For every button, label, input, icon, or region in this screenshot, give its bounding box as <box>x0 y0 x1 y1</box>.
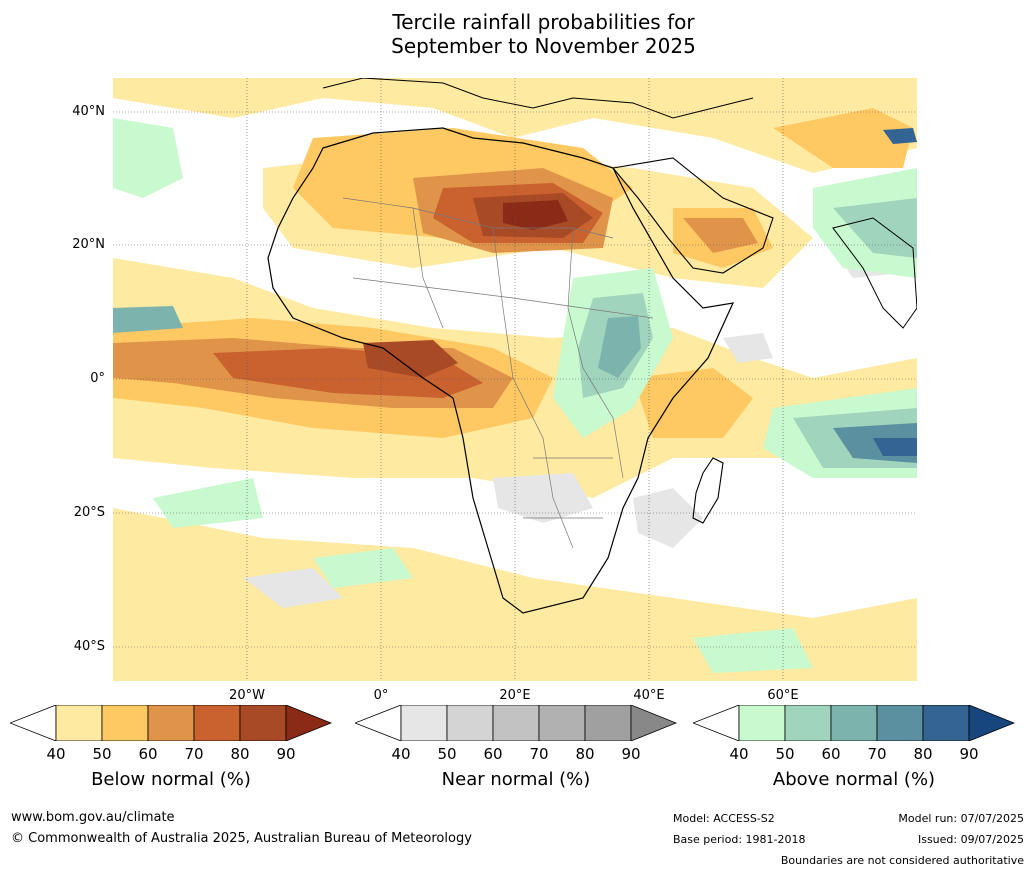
cbar-near-swatch-1 <box>400 705 448 741</box>
tick: 90 <box>276 745 296 763</box>
lat-label-0: 0° <box>90 371 105 386</box>
cbar-above-swatch-0 <box>693 705 740 741</box>
model-run-text: Model run: 07/07/2025 <box>898 812 1024 825</box>
cbar-below-swatch-0 <box>10 705 57 741</box>
tick: 50 <box>92 745 112 763</box>
cbar-below-swatch-4 <box>193 705 241 741</box>
lon-label-20w: 20°W <box>229 688 265 703</box>
above-normal-shading <box>113 118 917 673</box>
lat-label-40s: 40°S <box>73 639 105 654</box>
disclaimer-text: Boundaries are not considered authoritat… <box>780 854 1024 867</box>
lat-label-20n: 20°N <box>72 237 105 252</box>
cbar-below-swatch-1 <box>55 705 103 741</box>
cbar-above-swatch-3 <box>830 705 878 741</box>
tick: 60 <box>483 745 503 763</box>
above-normal-label: Above normal (%) <box>772 769 936 790</box>
bom-climate-link[interactable]: www.bom.gov.au/climate <box>11 810 175 825</box>
lon-label-60e: 60°E <box>767 688 799 703</box>
copyright-text: © Commonwealth of Australia 2025, Austra… <box>11 831 472 846</box>
lat-label-40n: 40°N <box>72 104 105 119</box>
tick: 50 <box>437 745 457 763</box>
tick: 60 <box>821 745 841 763</box>
tick: 70 <box>184 745 204 763</box>
lat-label-20s: 20°S <box>73 505 105 520</box>
cbar-above-swatch-4 <box>876 705 924 741</box>
title-line-1: Tercile rainfall probabilities for <box>392 10 695 34</box>
cbar-near-swatch-5 <box>584 705 632 741</box>
tick: 50 <box>775 745 795 763</box>
tick: 60 <box>138 745 158 763</box>
lon-label-20e: 20°E <box>499 688 531 703</box>
cbar-near-swatch-0 <box>355 705 402 741</box>
country-boundaries <box>342 197 654 549</box>
near-normal-label: Near normal (%) <box>441 769 591 790</box>
tick: 90 <box>621 745 641 763</box>
cbar-above-swatch-6 <box>968 705 1015 741</box>
cbar-above-swatch-1 <box>738 705 786 741</box>
tick: 40 <box>391 745 411 763</box>
cbar-below-swatch-5 <box>239 705 287 741</box>
tick: 90 <box>959 745 979 763</box>
graticule <box>113 78 917 681</box>
cbar-below-swatch-6 <box>285 705 332 741</box>
cbar-near-swatch-4 <box>538 705 586 741</box>
europe-coastline <box>322 78 754 119</box>
cbar-below-swatch-3 <box>147 705 195 741</box>
tick: 80 <box>230 745 250 763</box>
cbar-above-swatch-2 <box>784 705 832 741</box>
base-period-text: Base period: 1981-2018 <box>673 833 806 846</box>
above-normal-colorbar <box>693 705 1015 741</box>
map-canvas <box>113 78 917 681</box>
tick: 80 <box>575 745 595 763</box>
tick: 40 <box>729 745 749 763</box>
cbar-below-swatch-2 <box>101 705 149 741</box>
africa-coastline <box>267 127 735 614</box>
madagascar-coastline <box>692 457 724 524</box>
tick: 40 <box>46 745 66 763</box>
arabia-coastline <box>611 157 774 274</box>
model-text: Model: ACCESS-S2 <box>673 812 775 825</box>
cbar-near-swatch-2 <box>446 705 494 741</box>
below-normal-colorbar <box>10 705 332 741</box>
map-title: Tercile rainfall probabilities for Septe… <box>0 10 1035 58</box>
title-line-2: September to November 2025 <box>391 34 696 58</box>
rainfall-probability-map <box>113 78 917 681</box>
cbar-near-swatch-3 <box>492 705 540 741</box>
lon-label-40e: 40°E <box>633 688 665 703</box>
tick: 80 <box>913 745 933 763</box>
tick: 70 <box>529 745 549 763</box>
lon-label-0: 0° <box>373 688 389 703</box>
near-normal-ticks: 40 50 60 70 80 90 <box>355 745 677 763</box>
tick: 70 <box>867 745 887 763</box>
india-coastline <box>832 217 917 329</box>
cbar-near-swatch-6 <box>630 705 677 741</box>
cbar-above-swatch-5 <box>922 705 970 741</box>
above-normal-ticks: 40 50 60 70 80 90 <box>693 745 1015 763</box>
below-normal-ticks: 40 50 60 70 80 90 <box>10 745 332 763</box>
issued-text: Issued: 09/07/2025 <box>917 833 1024 846</box>
near-normal-colorbar <box>355 705 677 741</box>
below-normal-label: Below normal (%) <box>91 769 251 790</box>
